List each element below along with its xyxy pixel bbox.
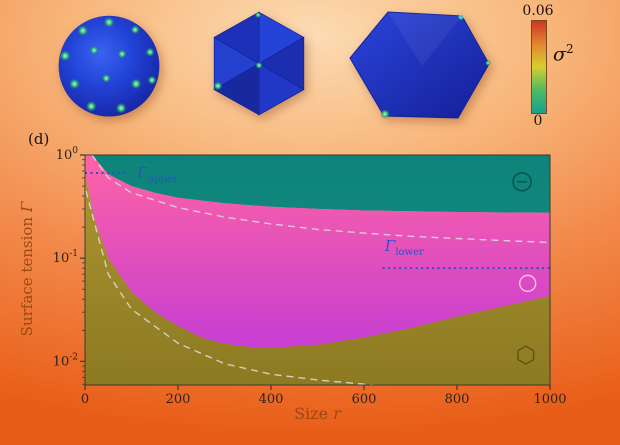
sphere-defect-dots — [59, 16, 157, 114]
x-tick-label: 1000 — [533, 392, 566, 407]
region-buckled — [92, 155, 550, 213]
circle-icon — [518, 274, 537, 293]
x-ticks: 0 200 400 600 800 1000 — [81, 385, 567, 407]
sphere-body — [58, 15, 160, 117]
faceted-hexagon-shape — [349, 11, 491, 119]
hexagon-defect-dots — [380, 14, 491, 119]
dashed-boundaries — [85, 155, 550, 385]
hexagon-icon — [517, 345, 535, 365]
phase-regions — [85, 155, 550, 385]
y-tick-label: 10-1 — [53, 249, 78, 266]
hexagon-sheen — [388, 12, 462, 66]
x-tick-label: 800 — [445, 392, 470, 407]
region-sphere — [85, 155, 550, 348]
circle-minus-icon — [512, 171, 532, 192]
icosahedron-defect-dots — [213, 11, 263, 91]
x-tick-label: 200 — [166, 392, 191, 407]
y-tick-label: 100 — [56, 146, 79, 163]
sigma-exponent: 2 — [565, 42, 574, 56]
y-tick-label: 10-2 — [53, 352, 78, 369]
colorbar-max-label: 0.06 — [522, 3, 554, 19]
x-tick-label: 400 — [259, 392, 284, 407]
colorbar-symbol-label: σ2 — [553, 42, 574, 65]
icosahedron-shape — [213, 11, 305, 116]
y-ticks: 100 10-1 10-2 — [53, 146, 85, 385]
bumpy-sphere-shape — [58, 15, 160, 117]
boundary-upper-dashed — [91, 155, 550, 244]
x-tick-label: 0 — [81, 392, 89, 407]
colorbar — [531, 20, 547, 114]
colorbar-min-label: 0 — [533, 113, 543, 129]
icosahedron-facets — [213, 11, 305, 116]
panel-label: (d) — [28, 130, 50, 148]
plot-border — [84, 154, 551, 386]
y-axis-label: Surface tension Γ — [18, 201, 36, 337]
x-axis-label: Size r — [294, 404, 341, 423]
sigma-symbol: σ — [553, 43, 566, 66]
x-tick-label: 600 — [352, 392, 377, 407]
region-faceted — [85, 177, 550, 385]
